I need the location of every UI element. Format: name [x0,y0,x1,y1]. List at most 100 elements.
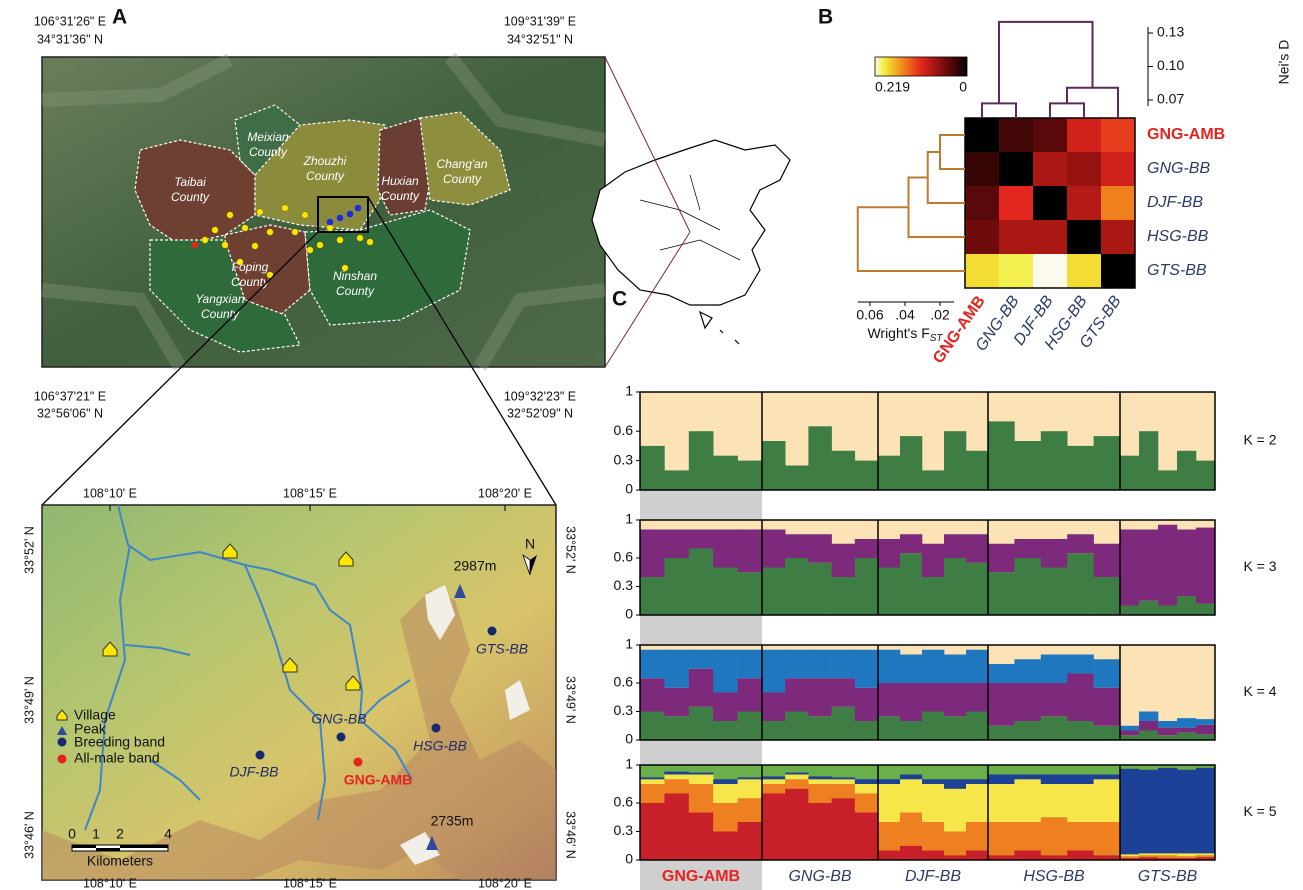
map-coordinate: 109°32'23" E [504,389,576,403]
structure-bar [664,530,689,559]
heatmap-cell [1033,152,1067,186]
structure-bar [922,779,944,784]
structure-bar [1196,528,1215,604]
structure-bar [738,650,763,679]
y-tick-label: 1 [625,511,633,527]
legend-label: All-male band [74,750,160,766]
structure-bar [1094,659,1121,688]
structure-bar [1139,853,1158,855]
axis-label: Wright's FST [867,325,943,344]
heatmap-cell [1101,186,1135,220]
tick-label: .04 [895,307,915,323]
structure-bar [808,779,832,784]
structure-bar [1196,768,1215,854]
map-coordinate: 106°37'21" E [34,389,106,403]
structure-bar [832,779,856,784]
structure-bar [738,678,763,711]
county-name: Yangxian [195,292,244,306]
heatmap-cell [1067,118,1101,152]
k-label: K = 4 [1243,683,1276,699]
tick-label: 0.13 [1157,24,1184,40]
map-coordinate: 34°32'51" N [507,32,573,46]
row-label: GNG-AMB [1147,126,1225,143]
structure-bar [1177,451,1196,490]
structure-bar [966,712,988,741]
population-label: GNG-AMB [662,868,740,885]
map-coordinate: 106°31'26" E [34,14,106,28]
structure-bar [1014,683,1041,721]
overview-map [42,57,605,367]
structure-bar [664,688,689,717]
heatmap-cell [1101,152,1135,186]
structure-bar [1139,431,1158,490]
k-label: K = 5 [1243,803,1276,819]
structure-bar [713,693,738,722]
structure-bar [762,784,786,794]
structure-bar [762,776,786,779]
structure-bar [988,822,1015,855]
dendrogram-branch [940,135,965,169]
structure-bar [762,693,786,722]
colorbar [875,57,967,76]
structure-bar [1120,731,1139,736]
structure-bar [664,772,689,775]
structure-bar [1094,726,1121,740]
heatmap-cell [965,186,999,220]
map-coordinate: 32°52'09" N [507,406,573,420]
y-tick-label: 0 [625,731,633,747]
row-label: GTS-BB [1147,262,1207,279]
structure-bar [1094,577,1121,615]
structure-bar [1014,659,1041,683]
structure-bar [1196,725,1215,735]
structure-bar [738,572,763,615]
structure-bar [785,779,809,789]
structure-bar [988,421,1015,490]
county-name: Meixian [247,130,289,144]
structure-bar [1094,688,1121,726]
scale-label: 2 [116,826,124,842]
structure-bar [944,832,966,856]
structure-bar [785,773,809,775]
structure-bar [1014,721,1041,740]
y-tick-label: 0.6 [614,422,634,438]
structure-bar [1196,853,1215,855]
k-label: K = 3 [1243,558,1276,574]
structure-bar [689,784,714,813]
structure-bar [808,426,832,490]
structure-bar [922,851,944,861]
structure-bar [944,716,966,740]
structure-bar [855,558,879,615]
structure-bar [664,716,689,740]
structure-bar [832,678,856,707]
structure-bar [944,534,966,558]
structure-bar [966,851,988,861]
y-coordinate: 33°49' N [564,676,578,724]
structure-bar [966,563,988,615]
structure-bar [689,813,714,861]
heatmap-cell [999,186,1033,220]
dendrogram-branch [982,103,1016,118]
county-name: County [249,145,288,159]
structure-bar [1094,779,1121,822]
band-label: GNG-BB [311,711,366,727]
county-name: County [443,172,482,186]
structure-bar [922,544,944,577]
structure-bar [1094,822,1121,855]
col-label: GNG-AMB [930,293,989,367]
structure-bar [1139,731,1158,741]
structure-bar [713,779,738,784]
structure-bar [738,779,763,798]
structure-bar [1120,854,1139,856]
structure-bar [878,716,900,740]
county-name: County [306,169,345,183]
structure-bar [922,577,944,615]
structure-bar [1139,721,1158,731]
tick-label: 0.06 [856,307,883,323]
x-coordinate: 108°20' E [478,876,532,890]
scalebar [72,845,96,848]
structure-bar [808,784,832,803]
structure-bar [855,779,879,784]
structure-bar [1139,530,1158,601]
structure-bar [738,822,763,860]
